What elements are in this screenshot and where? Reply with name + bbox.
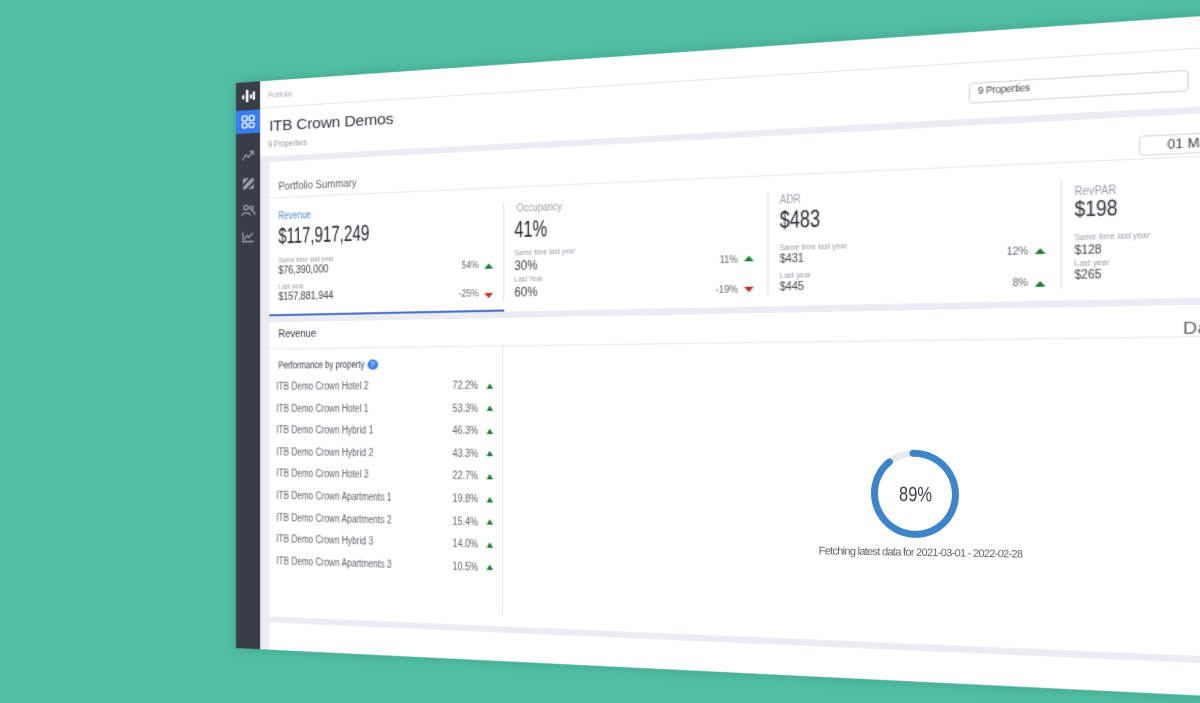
svg-text:89%: 89%	[899, 483, 932, 507]
